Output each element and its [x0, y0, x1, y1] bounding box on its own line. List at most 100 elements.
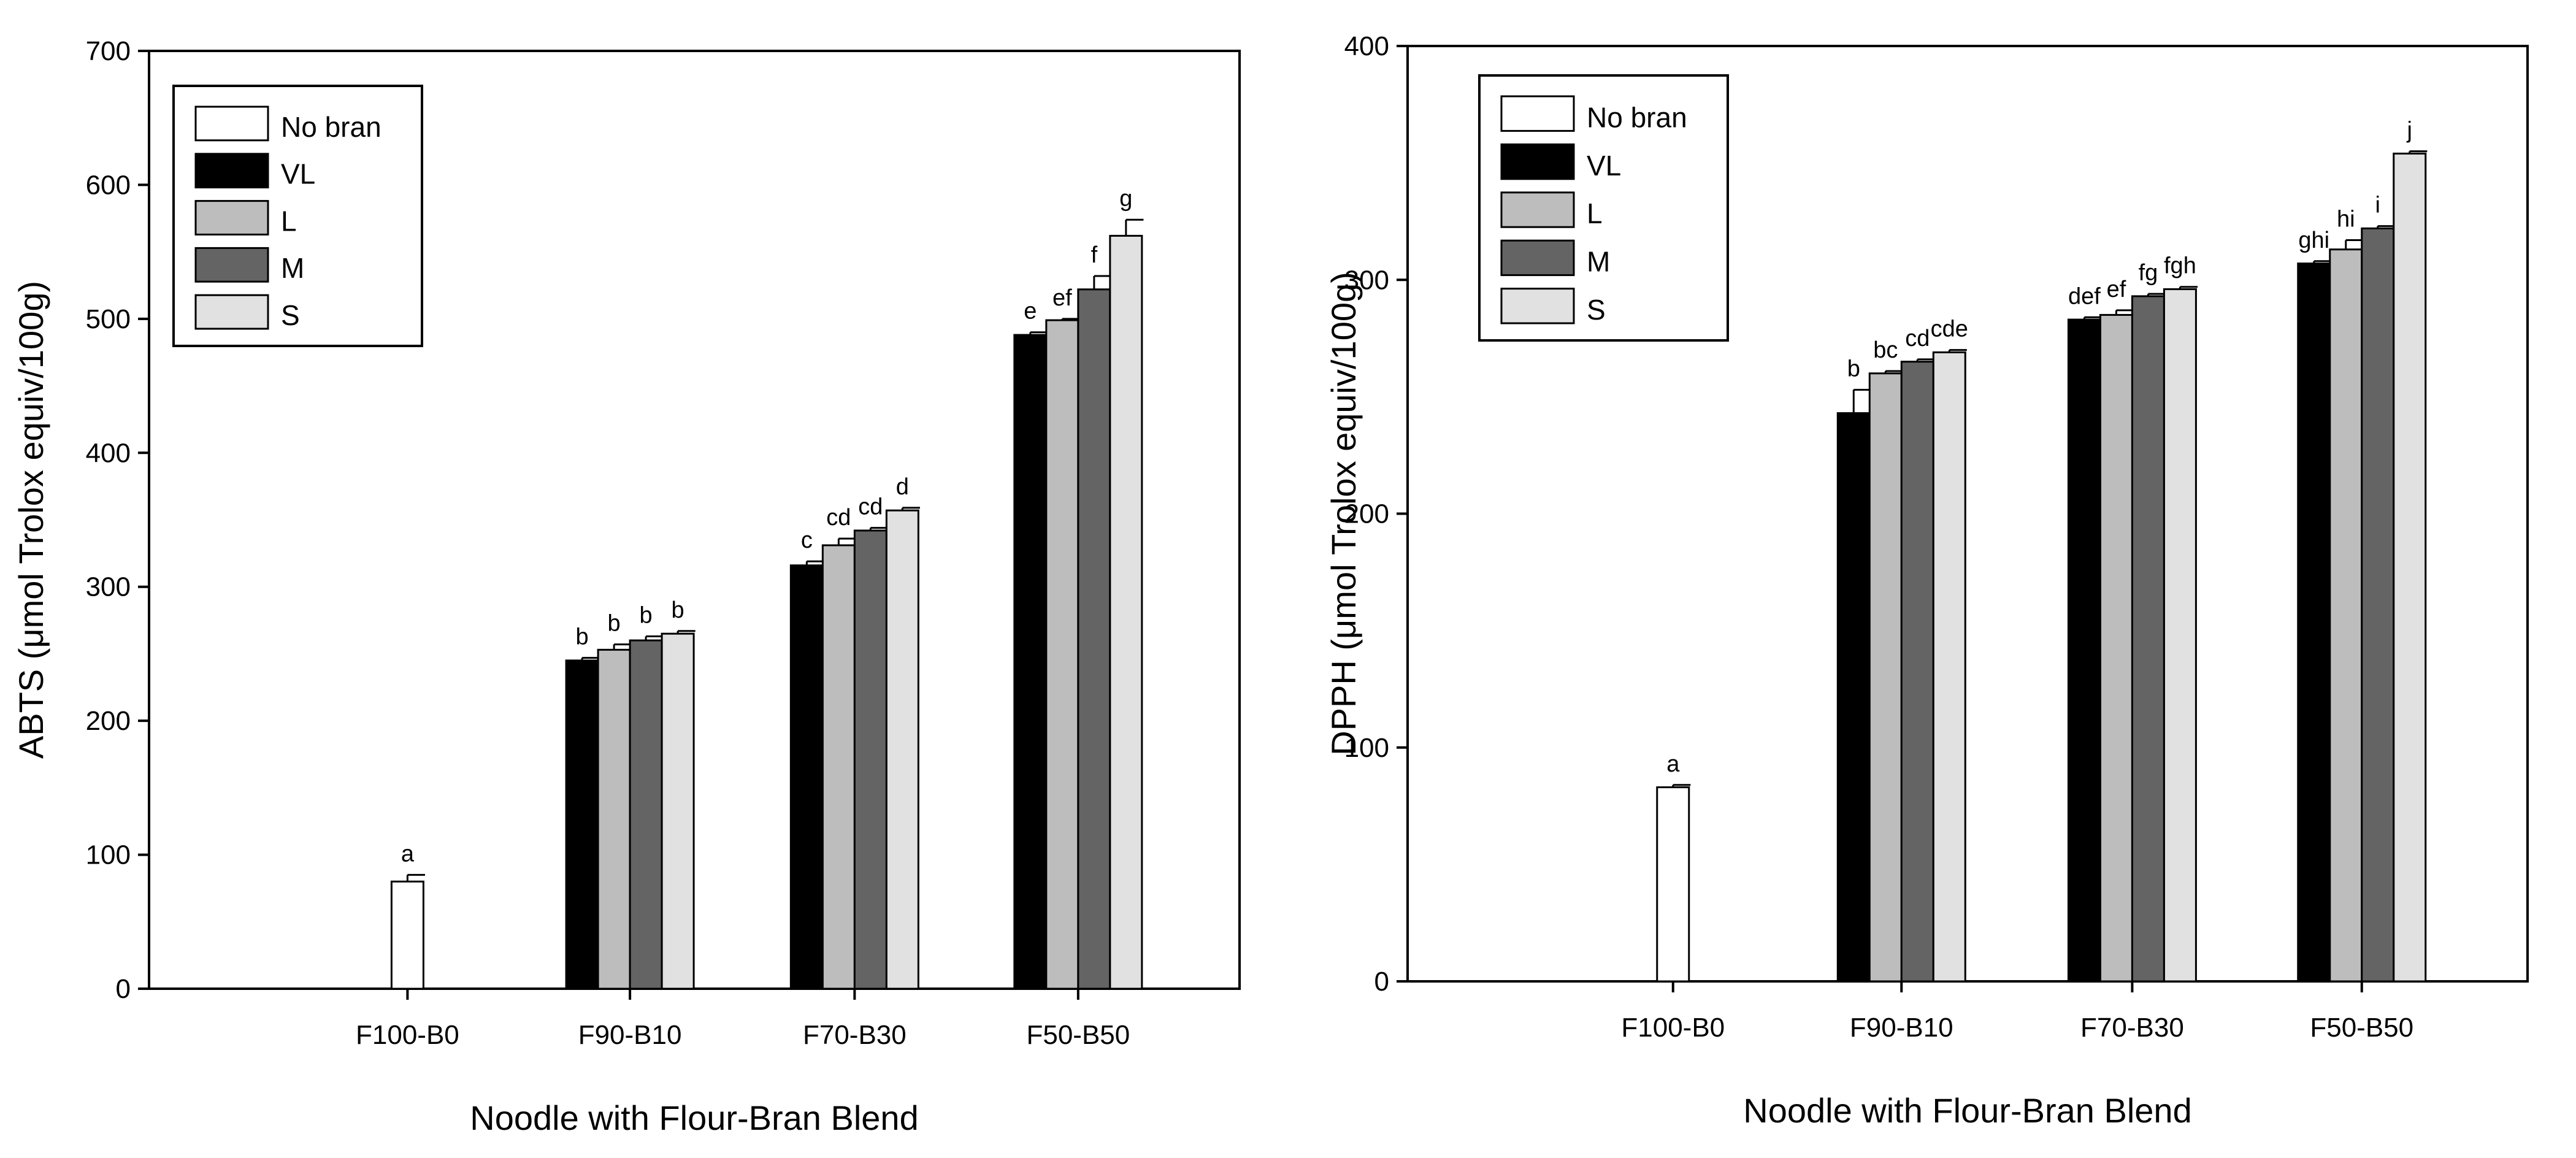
legend-swatch — [1500, 288, 1575, 324]
x-tick-label: F70-B30 — [803, 1020, 907, 1050]
x-tick-label: F70-B30 — [2080, 1013, 2184, 1043]
x-axis-title: Noodle with Flour-Bran Blend — [1743, 1091, 2191, 1130]
significance-label: ef — [2107, 277, 2126, 302]
significance-label: b — [1847, 356, 1860, 382]
y-tick-label: 700 — [86, 36, 131, 66]
significance-label: hi — [2337, 206, 2355, 232]
x-axis-title: Noodle with Flour-Bran Blend — [470, 1099, 918, 1137]
x-tick-label: F50-B50 — [1026, 1020, 1130, 1050]
legend-swatch — [194, 153, 269, 189]
bar-s — [1932, 351, 1966, 983]
legend-label: L — [1587, 197, 1603, 229]
y-tick-label: 300 — [86, 572, 131, 602]
legend-swatch — [194, 105, 269, 142]
legend-swatch — [1500, 95, 1575, 132]
bar-s — [885, 509, 919, 990]
bar-l — [597, 648, 631, 990]
x-tick-label: F100-B0 — [1621, 1013, 1725, 1043]
significance-label: b — [576, 624, 589, 650]
significance-label: b — [640, 603, 653, 629]
significance-label: d — [896, 474, 909, 500]
significance-label: b — [608, 611, 621, 637]
y-tick-label: 300 — [1344, 265, 1389, 295]
legend-label: M — [281, 252, 304, 284]
x-tick-label: F50-B50 — [2310, 1013, 2413, 1043]
y-tick-label: 0 — [116, 974, 131, 1004]
significance-label: c — [801, 527, 813, 553]
legend-label: S — [281, 299, 300, 331]
significance-label: a — [401, 841, 415, 867]
bar-l — [1045, 319, 1079, 990]
y-tick-label: 100 — [1344, 733, 1389, 763]
y-tick-label: 200 — [1344, 499, 1389, 529]
legend-swatch — [1500, 191, 1575, 228]
legend-swatch — [1500, 239, 1575, 277]
bar-m — [629, 639, 663, 990]
dpph-chart: 0 100 200 300 400 DPPH (μmol Trolox equiv/100… — [1324, 31, 2529, 1130]
legend-swatch — [194, 294, 269, 330]
bar-m — [853, 529, 887, 990]
significance-label: a — [1666, 751, 1680, 777]
significance-label: cd — [826, 505, 851, 531]
significance-label: fgh — [2164, 253, 2196, 279]
bar-vl — [565, 659, 599, 990]
bar-m — [2361, 227, 2395, 983]
legend-label: VL — [1587, 150, 1621, 182]
significance-label: f — [1091, 242, 1098, 268]
y-tick-label: 600 — [86, 170, 131, 200]
significance-label: i — [2375, 193, 2380, 218]
bar-vl — [1836, 412, 1871, 983]
bar-vl — [1013, 334, 1048, 990]
y-axis-title: DPPH (μmol Trolox equiv/100g) — [1324, 272, 1363, 756]
significance-label: ef — [1052, 285, 1072, 311]
bar-vl — [2297, 263, 2331, 983]
bar-l — [2099, 313, 2133, 983]
bar-s — [2163, 288, 2197, 983]
y-tick-label: 100 — [86, 840, 131, 870]
bar-no-bran — [390, 880, 424, 990]
y-axis-title: ABTS (μmol Trolox equiv/100g) — [12, 281, 50, 759]
significance-label: cd — [858, 494, 883, 520]
bar-vl — [789, 564, 824, 990]
significance-label: g — [1119, 186, 1132, 212]
legend-swatch — [194, 200, 269, 236]
significance-label: j — [2407, 118, 2412, 144]
bar-vl — [2067, 318, 2101, 983]
legend-label: L — [281, 205, 297, 237]
significance-label: def — [2068, 283, 2101, 309]
x-tick-label: F100-B0 — [356, 1020, 459, 1050]
bar-no-bran — [1656, 786, 1690, 983]
legend-label: S — [1587, 294, 1606, 326]
significance-label: cde — [1931, 316, 1968, 342]
y-tick-label: 500 — [86, 304, 131, 334]
bar-m — [1900, 361, 1934, 983]
bar-m — [1077, 288, 1111, 990]
y-tick-label: 0 — [1374, 967, 1389, 997]
bar-l — [2329, 248, 2363, 983]
x-tick-label: F90-B10 — [1850, 1013, 1953, 1043]
bar-s — [1109, 234, 1143, 990]
significance-label: cd — [1905, 326, 1930, 351]
significance-label: fg — [2139, 260, 2158, 286]
significance-label: b — [672, 597, 684, 623]
y-tick-label: 400 — [1344, 31, 1389, 61]
y-tick-label: 400 — [86, 438, 131, 468]
bar-m — [2131, 295, 2165, 983]
significance-label: e — [1024, 299, 1037, 324]
significance-label: bc — [1873, 337, 1898, 363]
legend-label: No bran — [1587, 101, 1687, 133]
bar-l — [821, 544, 856, 990]
legend-swatch — [1500, 143, 1575, 180]
abts-chart: 0 100 200 300 400 500 600 700 ABTS (μmol Trolox … — [12, 36, 1241, 1137]
legend-label: No bran — [281, 111, 381, 143]
bar-l — [1868, 372, 1903, 983]
legend-label: M — [1587, 246, 1610, 278]
bar-s — [661, 632, 695, 990]
legend-label: VL — [281, 158, 315, 190]
significance-label: ghi — [2298, 228, 2329, 253]
y-tick-label: 200 — [86, 706, 131, 736]
legend-swatch — [194, 247, 269, 283]
bar-s — [2393, 152, 2427, 983]
x-tick-label: F90-B10 — [578, 1020, 682, 1050]
